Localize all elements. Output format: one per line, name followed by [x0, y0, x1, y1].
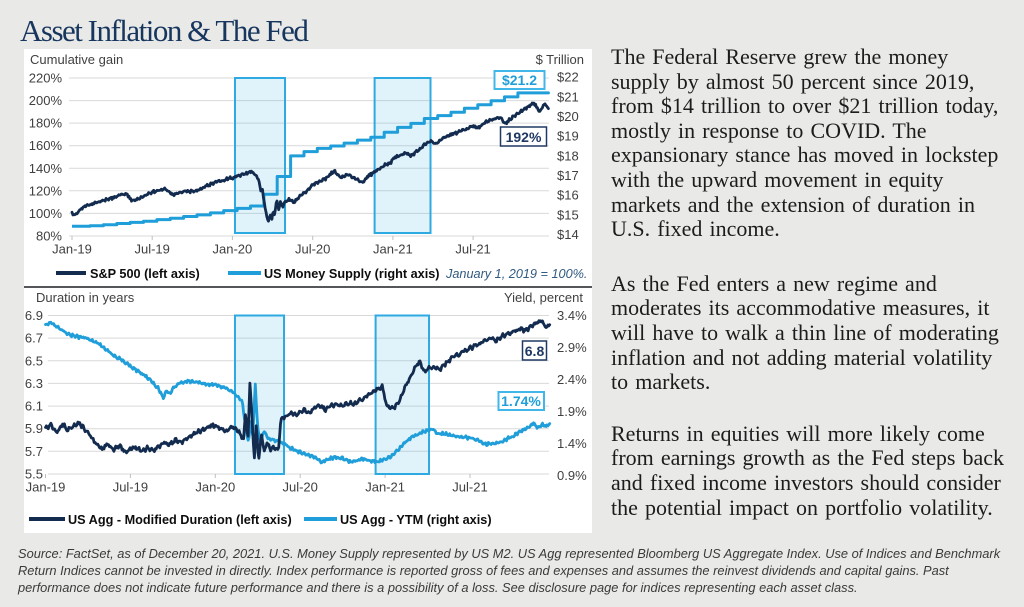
- svg-text:Jul-20: Jul-20: [295, 242, 330, 257]
- svg-text:Jul-19: Jul-19: [134, 242, 169, 257]
- svg-text:$21.2: $21.2: [502, 72, 537, 88]
- svg-text:$15: $15: [557, 207, 579, 222]
- svg-text:200%: 200%: [29, 93, 63, 108]
- svg-text:Cumulative gain: Cumulative gain: [30, 52, 123, 67]
- svg-text:$22: $22: [557, 70, 579, 85]
- svg-text:180%: 180%: [29, 116, 63, 131]
- svg-text:5.5: 5.5: [25, 467, 43, 482]
- svg-text:5.7: 5.7: [25, 444, 43, 459]
- svg-text:220%: 220%: [29, 71, 63, 86]
- svg-text:Duration in years: Duration in years: [36, 290, 135, 305]
- svg-text:$ Trillion: $ Trillion: [536, 52, 584, 67]
- svg-text:6.9: 6.9: [25, 308, 43, 323]
- svg-text:Jul-19: Jul-19: [113, 480, 148, 495]
- svg-text:6.8: 6.8: [525, 343, 545, 359]
- svg-text:100%: 100%: [29, 206, 63, 221]
- svg-text:6.7: 6.7: [25, 331, 43, 346]
- svg-text:US Agg - YTM (right axis): US Agg - YTM (right axis): [340, 513, 492, 527]
- svg-text:5.9: 5.9: [25, 421, 43, 436]
- svg-text:160%: 160%: [29, 138, 63, 153]
- svg-text:6.5: 6.5: [25, 353, 43, 368]
- svg-text:1.9%: 1.9%: [557, 404, 587, 419]
- svg-text:192%: 192%: [506, 129, 542, 145]
- svg-text:6.1: 6.1: [25, 399, 43, 414]
- svg-text:US Money Supply (right axis): US Money Supply (right axis): [264, 267, 440, 281]
- svg-text:6.3: 6.3: [25, 376, 43, 391]
- svg-text:$14: $14: [557, 227, 579, 242]
- svg-text:US Agg - Modified Duration (le: US Agg - Modified Duration (left axis): [68, 513, 292, 527]
- svg-text:0.9%: 0.9%: [557, 468, 587, 483]
- svg-text:Jul-21: Jul-21: [455, 242, 490, 257]
- svg-text:3.4%: 3.4%: [557, 308, 587, 323]
- svg-text:Yield, percent: Yield, percent: [504, 290, 583, 305]
- svg-text:$19: $19: [557, 129, 579, 144]
- svg-text:$21: $21: [557, 89, 579, 104]
- svg-text:140%: 140%: [29, 161, 63, 176]
- svg-text:1.74%: 1.74%: [501, 393, 541, 409]
- svg-text:Jan-20: Jan-20: [195, 480, 235, 495]
- svg-text:Jul-21: Jul-21: [452, 480, 487, 495]
- svg-text:Jan-21: Jan-21: [365, 480, 405, 495]
- svg-text:$16: $16: [557, 188, 579, 203]
- svg-text:120%: 120%: [29, 183, 63, 198]
- svg-text:2.9%: 2.9%: [557, 340, 587, 355]
- svg-text:Jan-20: Jan-20: [213, 242, 253, 257]
- svg-text:January 1, 2019 = 100%.: January 1, 2019 = 100%.: [445, 267, 587, 281]
- svg-text:Jan-21: Jan-21: [373, 242, 413, 257]
- svg-text:1.4%: 1.4%: [557, 436, 587, 451]
- svg-text:$17: $17: [557, 168, 579, 183]
- svg-text:Jul-20: Jul-20: [282, 480, 317, 495]
- svg-text:S&P 500 (left axis): S&P 500 (left axis): [90, 267, 200, 281]
- svg-text:$18: $18: [557, 148, 579, 163]
- svg-text:Jan-19: Jan-19: [26, 480, 66, 495]
- svg-text:$20: $20: [557, 109, 579, 124]
- svg-text:2.4%: 2.4%: [557, 372, 587, 387]
- svg-text:80%: 80%: [36, 229, 62, 244]
- svg-text:Jan-19: Jan-19: [52, 242, 92, 257]
